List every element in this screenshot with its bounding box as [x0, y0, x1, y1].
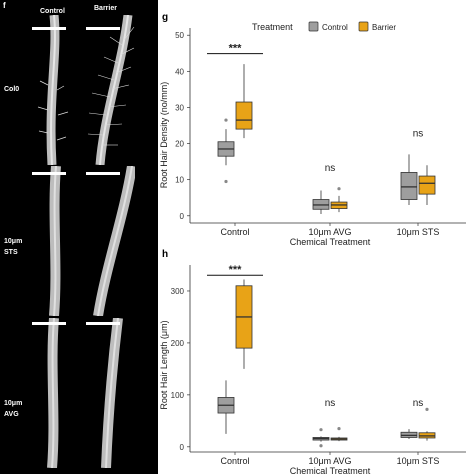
box-control [312, 437, 330, 441]
chart-h-ylabel: Root Hair Length (μm) [159, 320, 169, 409]
x-tick-label: 10μm AVG [308, 227, 351, 237]
box-barrier [235, 285, 253, 349]
box-control [312, 199, 330, 210]
box-barrier [418, 432, 436, 439]
chart-g-ylabel: Root Hair Density (no/mm) [159, 82, 169, 189]
box-control [400, 172, 418, 200]
x-tick-label: 10μm STS [397, 227, 440, 237]
row-label-avg: 10μm AVG [4, 400, 23, 418]
root-image-sts-barrier [84, 166, 135, 316]
chart-g-root-hair-density: Root Hair Density (no/mm) Chemical Treat… [159, 28, 466, 247]
root-image-avg-control [30, 318, 81, 468]
box-barrier [235, 101, 253, 130]
row-label-col0: Col0 [4, 86, 20, 93]
panel-h-letter: h [162, 249, 168, 260]
outlier-point [319, 444, 323, 448]
y-tick-label: 0 [180, 443, 185, 452]
scale-bar [86, 172, 120, 175]
root-image-sts-control [30, 166, 81, 316]
panel-f-letter: f [3, 1, 6, 10]
significance-label: *** [229, 264, 243, 276]
scale-bar [32, 172, 66, 175]
legend-swatch-barrier [358, 21, 369, 32]
significance-label: *** [229, 43, 243, 55]
panel-g-letter: g [162, 12, 168, 23]
chart-g-xlabel: Chemical Treatment [290, 237, 371, 247]
box-control [217, 397, 235, 414]
scale-bar [86, 322, 120, 325]
y-tick-label: 50 [175, 31, 184, 40]
y-tick-label: 0 [180, 212, 185, 221]
y-tick-label: 40 [175, 67, 184, 76]
root-image-avg-barrier [84, 318, 135, 468]
outlier-point [337, 187, 341, 191]
box-barrier [418, 175, 436, 195]
chart-h-xlabel: Chemical Treatment [290, 466, 371, 474]
x-tick-label: 10μm AVG [308, 456, 351, 466]
x-tick-label: Control [220, 227, 249, 237]
box-barrier [330, 201, 348, 209]
scale-bar [32, 322, 66, 325]
box-control [400, 431, 418, 438]
y-tick-label: 100 [171, 391, 185, 400]
chart-h-root-hair-length: Root Hair Length (μm) Chemical Treatment… [159, 264, 466, 474]
outlier-point [224, 118, 228, 122]
box-control [217, 141, 235, 157]
significance-label: ns [325, 163, 336, 174]
outlier-point [337, 427, 341, 431]
y-tick-label: 30 [175, 103, 184, 112]
column-label-control: Control [40, 8, 65, 15]
root-image-col0-barrier [84, 15, 135, 165]
x-tick-label: Control [220, 456, 249, 466]
significance-label: ns [413, 129, 424, 140]
legend-label-barrier: Barrier [372, 23, 396, 32]
row-label-sts: 10μm STS [4, 238, 23, 256]
box-barrier [330, 437, 348, 441]
scale-bar [32, 27, 66, 30]
legend-swatch-control [308, 21, 319, 32]
column-label-barrier: Barrier [94, 5, 117, 12]
outlier-point [224, 179, 228, 184]
root-hair-image-panel: f Control Barrier Col0 10μm STS 10μm AVG [0, 0, 158, 474]
scale-bar [86, 27, 120, 30]
significance-label: ns [413, 398, 424, 409]
significance-label: ns [325, 398, 336, 409]
outlier-point [319, 428, 323, 432]
legend: Treatment Control Barrier [252, 21, 396, 32]
root-image-col0-control [30, 15, 81, 165]
y-tick-label: 300 [171, 287, 185, 296]
x-tick-label: 10μm STS [397, 456, 440, 466]
y-tick-label: 200 [171, 339, 185, 348]
y-tick-label: 20 [175, 140, 184, 149]
legend-label-control: Control [322, 23, 348, 32]
outlier-point [425, 407, 429, 412]
y-tick-label: 10 [175, 176, 184, 185]
legend-title: Treatment [252, 22, 293, 32]
